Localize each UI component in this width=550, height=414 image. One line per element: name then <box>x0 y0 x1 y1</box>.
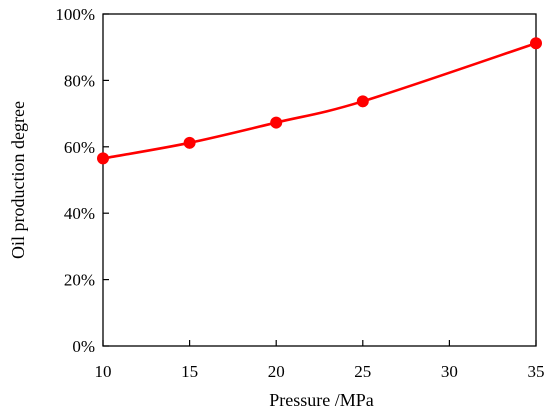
data-point <box>183 136 196 149</box>
series-layer <box>97 37 542 165</box>
y-tick-label: 100% <box>55 5 95 24</box>
x-axis-label: Pressure /MPa <box>269 390 374 410</box>
x-axis: 10 15 20 25 30 35 <box>95 340 545 381</box>
x-tick-label: 20 <box>268 362 285 381</box>
y-tick-label: 60% <box>64 138 95 157</box>
x-tick-label: 35 <box>528 362 545 381</box>
x-tick-label: 30 <box>441 362 458 381</box>
x-tick-label: 10 <box>95 362 112 381</box>
y-tick-label: 0% <box>72 337 95 356</box>
y-tick-label: 20% <box>64 271 95 290</box>
y-axis-label: Oil production degree <box>8 101 28 259</box>
data-point <box>97 152 109 165</box>
y-tick-label: 80% <box>64 71 95 90</box>
plot-border <box>102 13 537 347</box>
data-point <box>530 37 542 50</box>
y-axis: 0% 20% 40% 60% 80% 100% <box>55 5 109 356</box>
data-point <box>356 95 369 108</box>
series-line <box>102 41 537 160</box>
x-tick-label: 15 <box>181 362 198 381</box>
data-point <box>270 116 283 129</box>
plot-frame <box>102 13 537 347</box>
x-tick-label: 25 <box>354 362 371 381</box>
y-tick-label: 40% <box>64 204 95 223</box>
